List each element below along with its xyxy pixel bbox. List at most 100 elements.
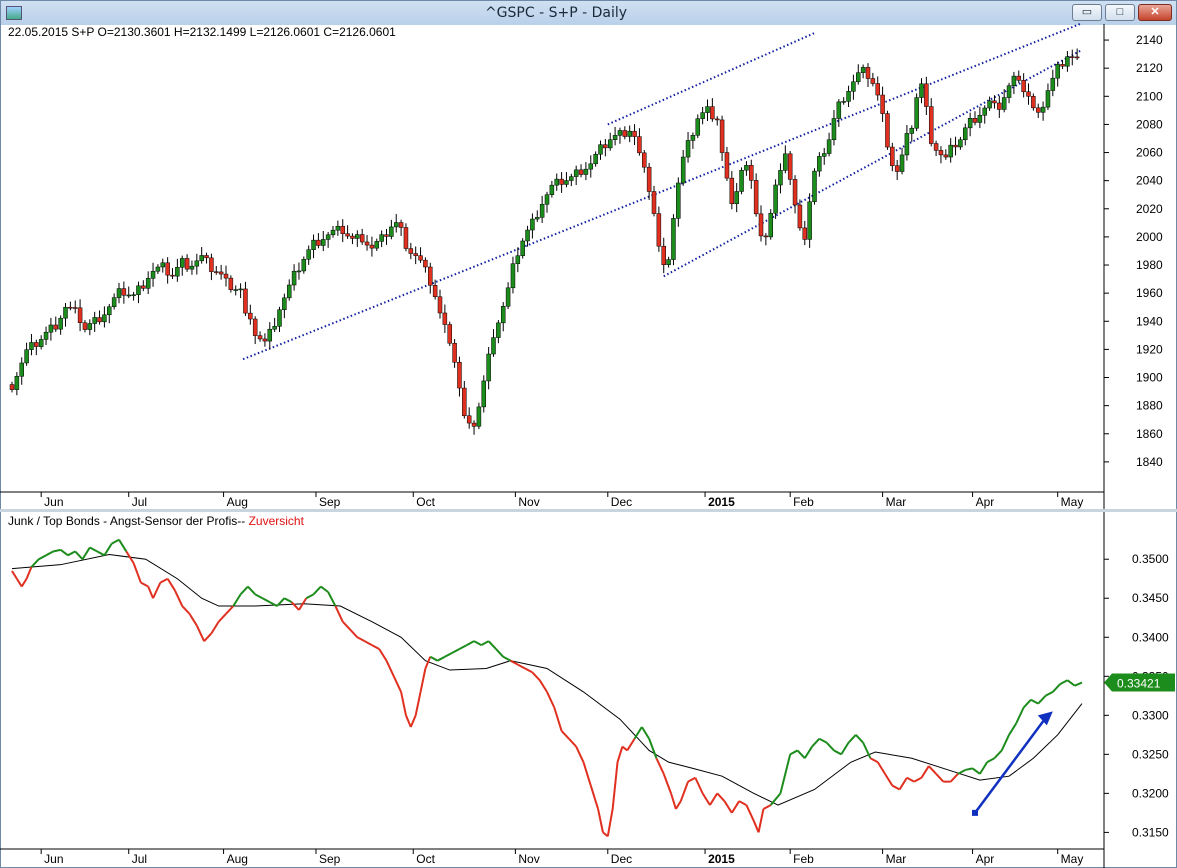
price-tick-label: 1880 <box>1136 399 1163 413</box>
price-month-label: Apr <box>976 495 995 509</box>
candle-body <box>705 106 710 113</box>
candle-body <box>505 287 511 307</box>
price-tick-label: 1920 <box>1136 342 1163 356</box>
indicator-month-label: Nov <box>518 852 539 866</box>
price-month-label: Nov <box>518 495 539 509</box>
candle-body <box>607 139 613 149</box>
indicator-line-segment <box>305 593 315 600</box>
indicator-pane: 0.31500.32000.32500.33000.33500.34000.34… <box>0 538 1175 866</box>
candle-body <box>671 218 676 260</box>
candle-body <box>136 285 141 295</box>
candle-body <box>228 277 234 291</box>
indicator-line-segment <box>466 640 475 646</box>
indicator-line-segment <box>913 776 922 783</box>
trend-channel-line <box>242 22 1083 361</box>
indicator-month-label: 2015 <box>708 852 735 866</box>
price-month-label: May <box>1061 495 1084 509</box>
price-tick-label: 2100 <box>1136 89 1163 103</box>
candle-body <box>573 169 579 177</box>
candle-body <box>724 152 730 179</box>
indicator-line-segment <box>957 769 966 775</box>
candle-body <box>1011 75 1017 86</box>
indicator-line-segment <box>217 613 227 623</box>
indicator-line-segment <box>655 757 665 775</box>
trend-arrow-line <box>973 715 1048 814</box>
candle-body <box>350 235 355 239</box>
candle-body <box>982 107 987 116</box>
indicator-line-segment <box>262 597 271 604</box>
indicator-line-segment <box>847 734 857 744</box>
candle-body <box>593 153 598 165</box>
indicator-line-segment <box>140 581 149 588</box>
indicator-line-segment <box>626 738 636 751</box>
candle-body <box>63 306 68 319</box>
candle-body <box>1050 77 1056 91</box>
indicator-line-segment <box>769 792 782 806</box>
indicator-line-segment <box>269 601 278 607</box>
indicator-line-segment <box>20 578 28 588</box>
candle-body <box>179 258 185 268</box>
candle-body <box>277 309 282 327</box>
minimize-button[interactable]: ▭ <box>1072 4 1102 21</box>
candle-body <box>714 118 720 121</box>
indicator-line-segment <box>1030 698 1039 705</box>
candle-body <box>763 235 769 238</box>
indicator-line-segment <box>833 749 842 756</box>
candle-body <box>19 362 24 377</box>
candle-body <box>1060 64 1065 67</box>
candle-body <box>797 204 803 229</box>
indicator-line-segment <box>45 550 54 557</box>
indicator-line-segment <box>298 597 308 611</box>
indicator-month-label: Jun <box>44 852 63 866</box>
candle-body <box>598 144 603 155</box>
price-month-label: Dec <box>611 495 632 509</box>
indicator-line-segment <box>971 767 981 775</box>
indicator-line-segment <box>1022 699 1032 709</box>
candle-body <box>967 118 973 129</box>
title-bar[interactable]: ^GSPC - S+P - Daily ▭ □ ✕ <box>1 1 1176 25</box>
candle-body <box>1065 56 1070 67</box>
indicator-line-segment <box>640 726 650 740</box>
candle-body <box>588 163 594 170</box>
candle-body <box>841 101 846 103</box>
close-button[interactable]: ✕ <box>1138 4 1172 21</box>
candle-body <box>335 225 341 231</box>
candle-body <box>680 156 686 184</box>
indicator-tick-label: 0.3400 <box>1132 630 1169 644</box>
price-month-label: Jun <box>44 495 63 509</box>
indicator-month-label: Apr <box>976 852 995 866</box>
candle-body <box>690 135 696 141</box>
price-tick-label: 1860 <box>1136 427 1163 441</box>
indicator-line-segment <box>752 820 760 833</box>
indicator-tick-label: 0.3250 <box>1132 747 1169 761</box>
candle-body <box>1045 90 1051 108</box>
candle-body <box>544 194 550 205</box>
candle-body <box>141 285 146 289</box>
candle-body <box>223 273 229 279</box>
indicator-line-segment <box>210 621 220 634</box>
indicator-tick-label: 0.3150 <box>1132 825 1169 839</box>
indicator-line-segment <box>181 605 191 615</box>
indicator-line-segment <box>11 570 18 580</box>
candle-body <box>364 241 370 246</box>
indicator-line-segment <box>103 543 113 556</box>
indicator-line-segment <box>818 737 828 744</box>
candle-body <box>53 324 59 330</box>
maximize-button[interactable]: □ <box>1105 4 1135 21</box>
candle-body <box>286 284 292 299</box>
candle-body <box>933 143 939 151</box>
indicator-line-segment <box>662 773 672 794</box>
indicator-line-segment <box>364 640 373 646</box>
candle-body <box>549 184 555 195</box>
indicator-line-segment <box>356 636 366 643</box>
candle-body <box>9 384 15 390</box>
indicator-line-segment <box>538 679 548 693</box>
candle-body <box>194 260 200 267</box>
candle-body <box>393 222 399 228</box>
indicator-line-segment <box>898 777 908 790</box>
indicator-line-segment <box>400 691 407 716</box>
candle-body <box>330 229 336 236</box>
candle-body <box>520 240 525 256</box>
indicator-line-segment <box>424 656 432 669</box>
